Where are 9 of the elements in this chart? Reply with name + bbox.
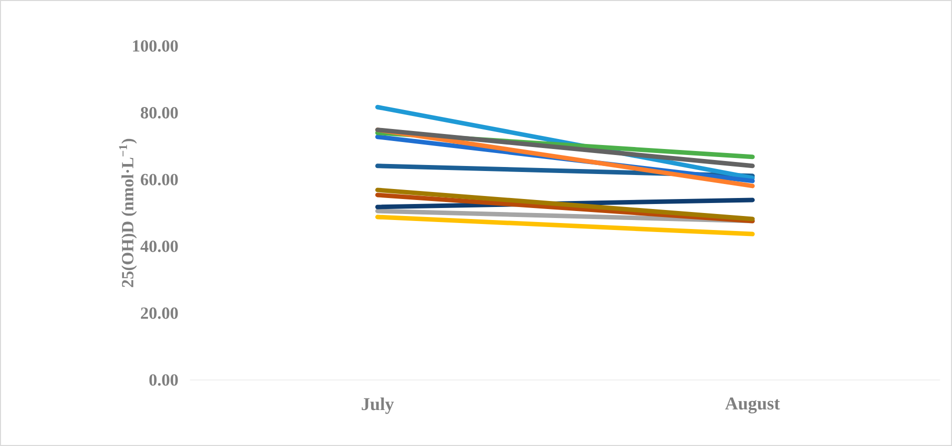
y-axis-title: 25(OH)D (nmol·L$^{−1}$) [119,138,137,288]
y-tick-label: 60.00 [140,174,178,186]
y-tick-label: 80.00 [140,107,178,119]
y-tick-label: 100.00 [133,40,178,52]
x-tick-label: July [362,398,394,414]
y-tick-label: 20.00 [140,307,178,319]
y-tick-label: 0.00 [149,374,178,386]
x-tick-label: August [725,398,780,414]
y-tick-label: 40.00 [140,240,178,252]
